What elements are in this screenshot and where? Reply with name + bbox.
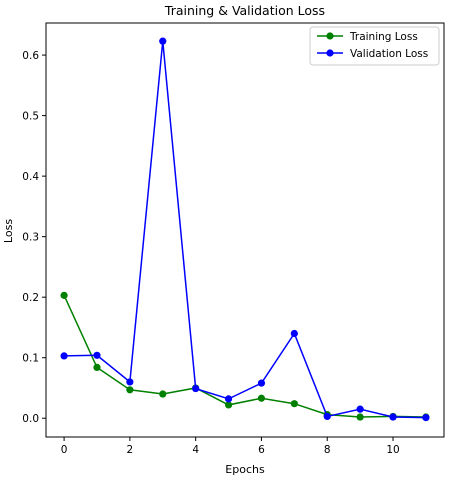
x-tick-label: 10 — [386, 444, 399, 456]
y-tick-label: 0.5 — [22, 111, 39, 123]
series-layer — [60, 37, 430, 422]
x-tick-label: 0 — [61, 444, 68, 456]
validation-loss-line — [64, 41, 426, 419]
x-tick-label: 2 — [127, 444, 134, 456]
training-loss-point — [93, 363, 101, 371]
training-loss-point — [257, 394, 266, 402]
y-tick-label: 0.4 — [22, 171, 39, 183]
x-axis: 0 2 4 6 8 10 — [61, 437, 400, 456]
chart-title: Training & Validation Loss — [164, 3, 325, 18]
y-tick-label: 0.3 — [22, 232, 39, 244]
legend: Training Loss Validation Loss — [309, 26, 440, 66]
training-loss-point — [356, 413, 364, 421]
training-loss-point — [60, 291, 68, 299]
x-tick-label: 4 — [192, 444, 199, 456]
legend-training-loss-label: Training Loss — [349, 31, 418, 43]
training-loss-line — [63, 295, 426, 418]
plot-frame — [45, 22, 445, 438]
y-axis: 0.0 0.1 0.2 0.3 0.4 0.5 0.6 — [22, 50, 46, 425]
y-tick-label: 0.0 — [22, 413, 39, 425]
training-loss-point — [159, 390, 167, 398]
validation-loss-point — [192, 384, 200, 393]
training-loss-point — [290, 400, 298, 408]
validation-loss-point — [323, 412, 331, 421]
y-tick-label: 0.6 — [22, 50, 39, 62]
x-axis-label: Epochs — [225, 463, 265, 476]
legend-validation-loss-swatch-marker — [326, 49, 334, 57]
validation-loss-point — [389, 413, 397, 421]
training-loss-point — [224, 401, 233, 409]
validation-loss-point — [126, 378, 134, 386]
training-loss-point — [126, 386, 134, 394]
y-tick-label: 0.1 — [22, 353, 39, 365]
validation-loss-point — [356, 405, 364, 413]
x-tick-label: 8 — [324, 444, 331, 456]
validation-loss-point — [93, 351, 101, 359]
validation-loss-point — [290, 329, 298, 338]
validation-loss-point — [60, 352, 68, 360]
validation-loss-point — [224, 395, 233, 403]
y-axis-label: Loss — [2, 219, 15, 243]
y-tick-label: 0.2 — [22, 292, 39, 304]
validation-loss-point — [257, 379, 266, 387]
validation-loss-point — [422, 414, 430, 422]
validation-loss-point — [159, 37, 167, 45]
x-tick-label: 6 — [258, 444, 265, 456]
legend-training-loss-swatch-marker — [326, 32, 334, 40]
legend-validation-loss-label: Validation Loss — [350, 48, 428, 60]
